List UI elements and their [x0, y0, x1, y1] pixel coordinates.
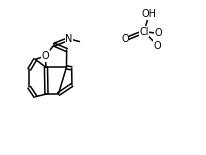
Text: Cl: Cl [139, 27, 148, 37]
Text: O: O [121, 34, 128, 44]
Text: O: O [41, 51, 49, 61]
Text: O: O [154, 28, 161, 38]
Text: N: N [65, 34, 72, 44]
Text: OH: OH [141, 9, 156, 19]
Text: O: O [153, 41, 161, 51]
